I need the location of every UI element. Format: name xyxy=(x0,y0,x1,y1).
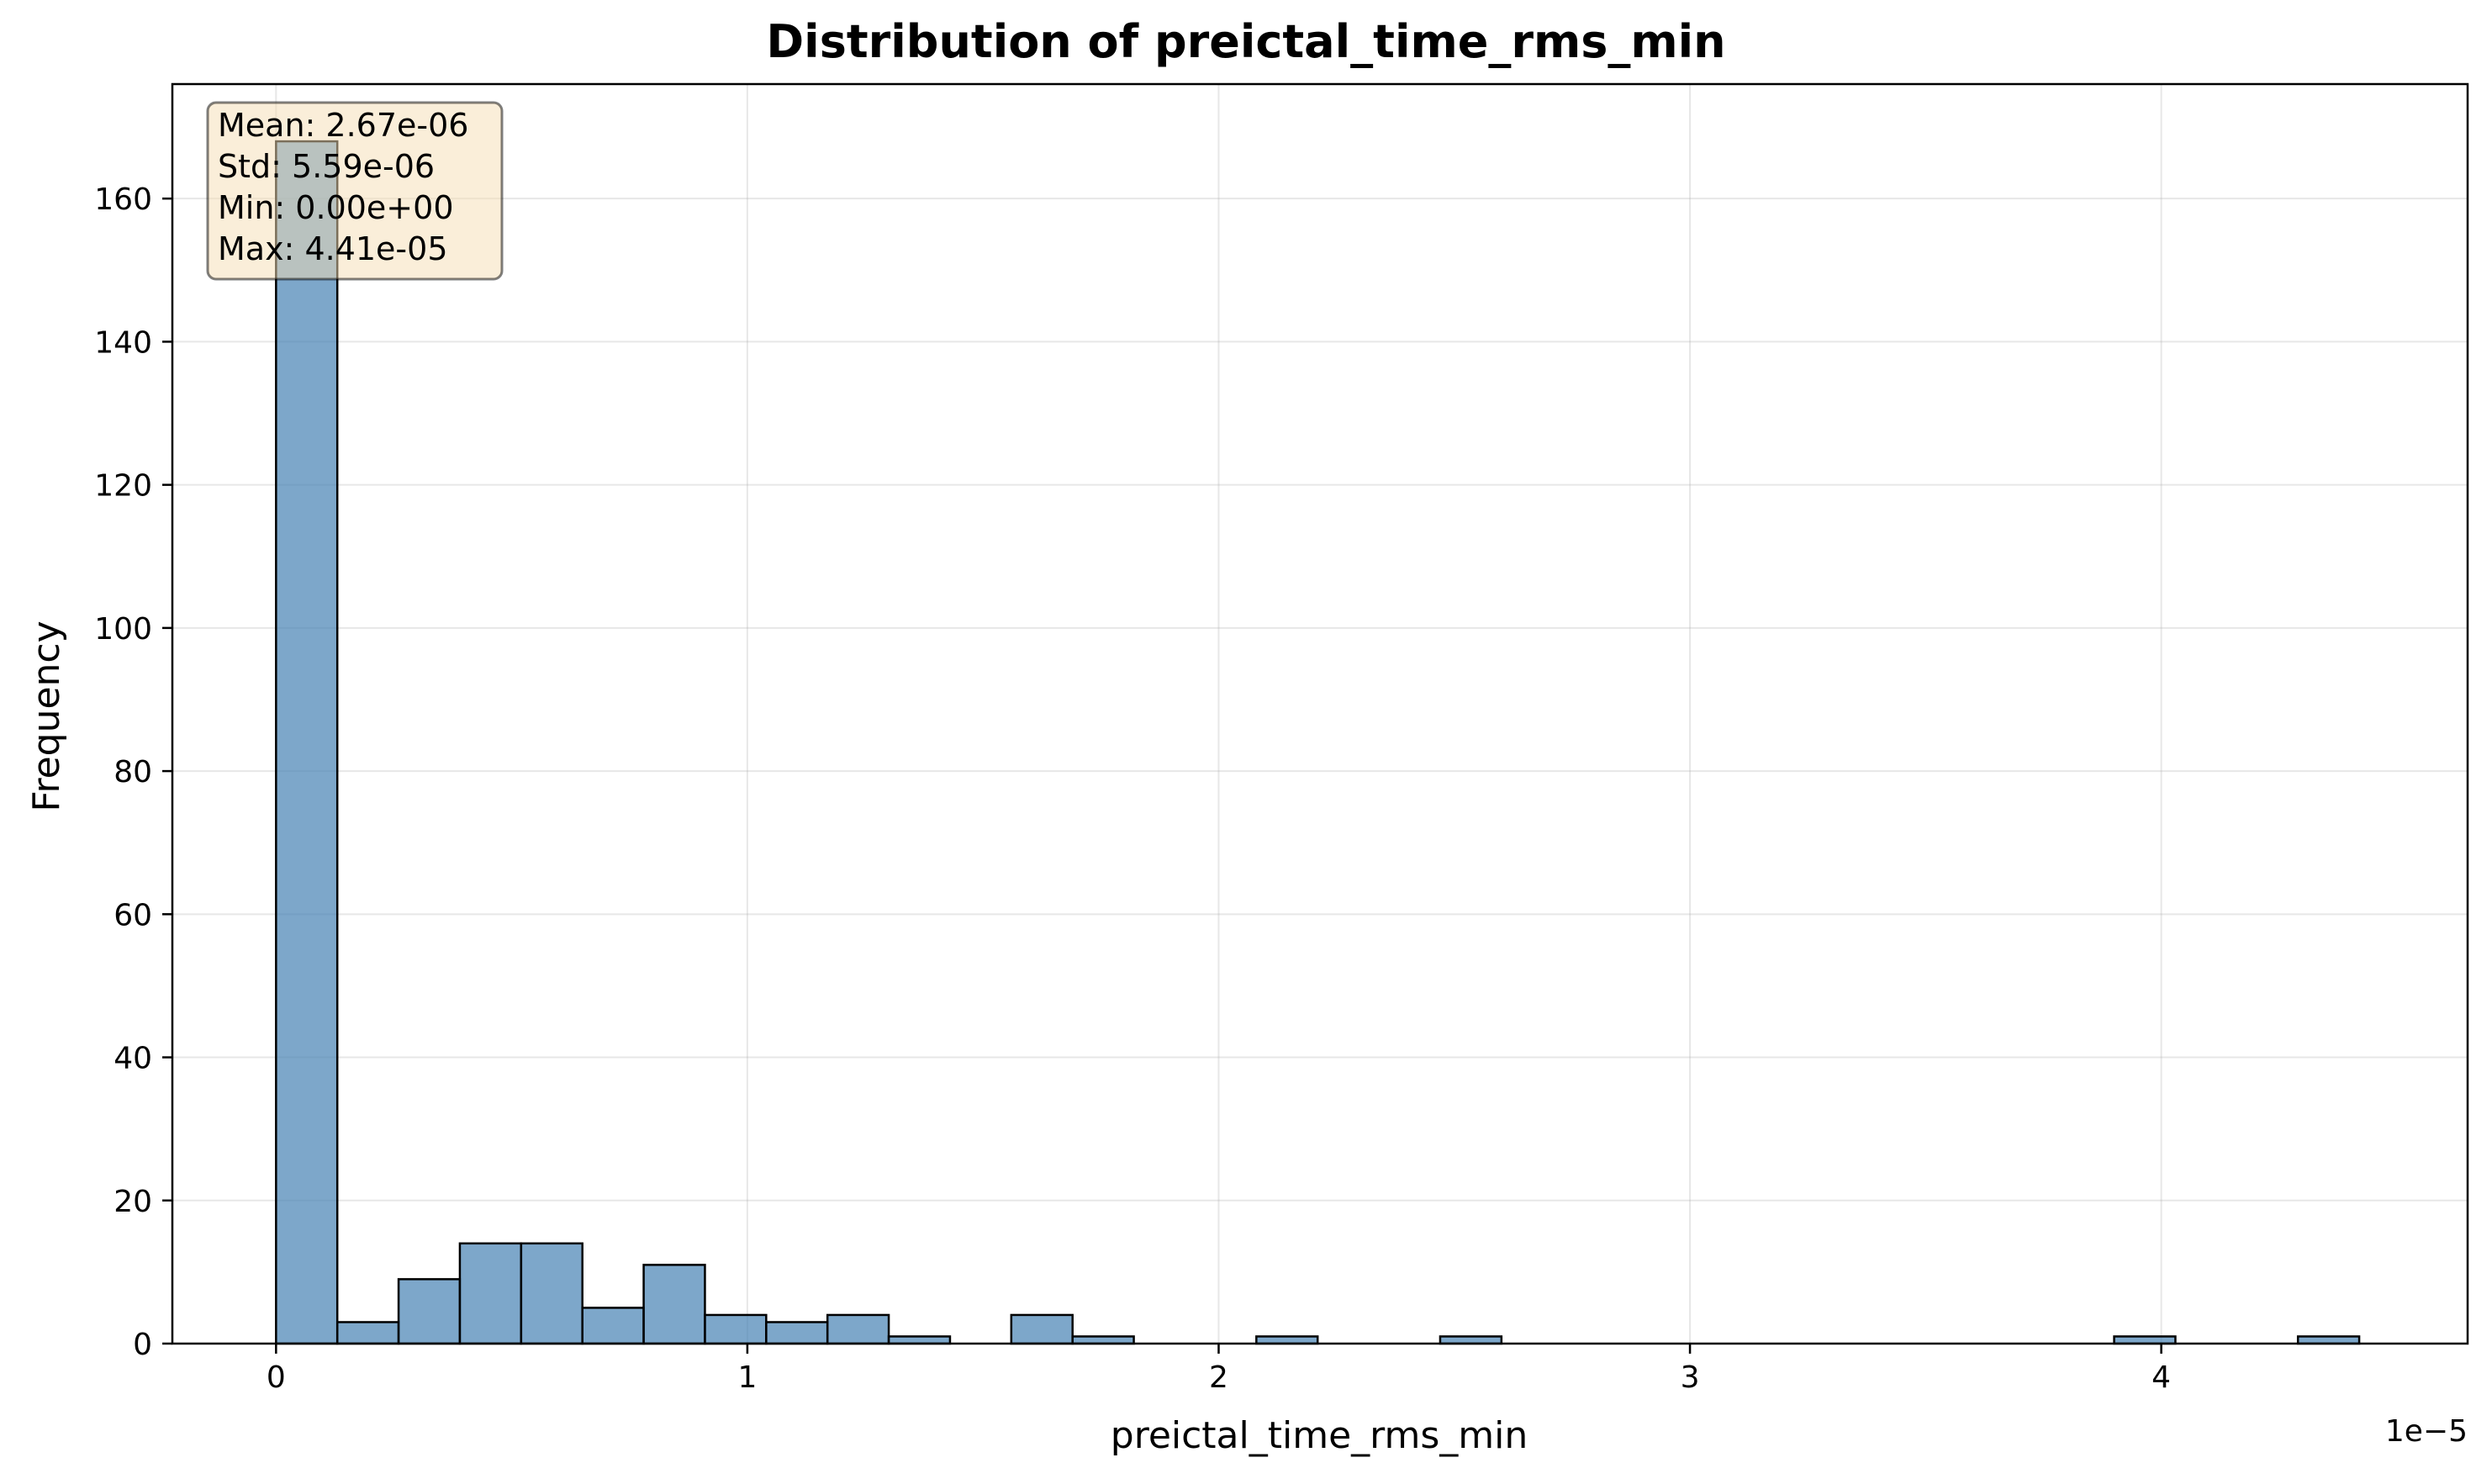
y-tick-label: 120 xyxy=(94,469,152,504)
chart-title: Distribution of preictal_time_rms_min xyxy=(766,15,1725,68)
histogram-bar xyxy=(2296,1335,2361,1345)
histogram-bar xyxy=(642,1264,706,1345)
y-tick-label: 60 xyxy=(114,898,152,932)
x-tick-label: 0 xyxy=(267,1360,286,1395)
y-tick-label: 100 xyxy=(94,612,152,647)
stats-max: Max: 4.41e-05 xyxy=(218,230,448,267)
plot-frame xyxy=(171,82,2469,1345)
histogram-bar xyxy=(826,1313,890,1345)
stats-std: Std: 5.59e-06 xyxy=(218,148,435,185)
histogram-bar xyxy=(2113,1335,2177,1345)
histogram-bar xyxy=(335,1321,400,1345)
histogram-bar xyxy=(887,1335,952,1345)
stats-mean: Mean: 2.67e-06 xyxy=(218,107,468,144)
y-tick-label: 40 xyxy=(114,1042,152,1076)
y-tick-label: 20 xyxy=(114,1185,152,1219)
x-offset-label: 1e−5 xyxy=(2385,1414,2468,1449)
histogram-bar xyxy=(704,1313,768,1345)
histogram-bar xyxy=(1439,1335,1503,1345)
histogram-bars xyxy=(275,140,2361,1345)
y-tick-label: 140 xyxy=(94,325,152,360)
x-tick-label: 1 xyxy=(737,1360,757,1395)
histogram-bar xyxy=(1255,1335,1319,1345)
y-axis-label: Frequency xyxy=(25,621,68,811)
y-tick-label: 80 xyxy=(114,755,152,790)
histogram-bar xyxy=(458,1242,523,1345)
x-axis-label: preictal_time_rms_min xyxy=(1111,1414,1528,1457)
histogram-bar xyxy=(520,1242,583,1345)
stats-box: Mean: 2.67e-06 Std: 5.59e-06 Min: 0.00e+… xyxy=(206,101,504,281)
histogram-bar xyxy=(1010,1313,1074,1345)
stats-min: Min: 0.00e+00 xyxy=(218,189,454,226)
x-tick-label: 3 xyxy=(1681,1360,1700,1395)
x-tick-label: 4 xyxy=(2151,1360,2171,1395)
x-tick-label: 2 xyxy=(1209,1360,1228,1395)
histogram-bar xyxy=(765,1321,829,1345)
stats-box-background xyxy=(206,101,504,281)
histogram-bar xyxy=(581,1307,645,1345)
grid-lines xyxy=(172,84,2468,1344)
y-tick-label: 0 xyxy=(133,1328,152,1362)
histogram-bar xyxy=(275,140,339,1345)
histogram-bar xyxy=(397,1278,462,1345)
y-tick-label: 160 xyxy=(94,182,152,217)
histogram-bar xyxy=(1071,1335,1135,1345)
